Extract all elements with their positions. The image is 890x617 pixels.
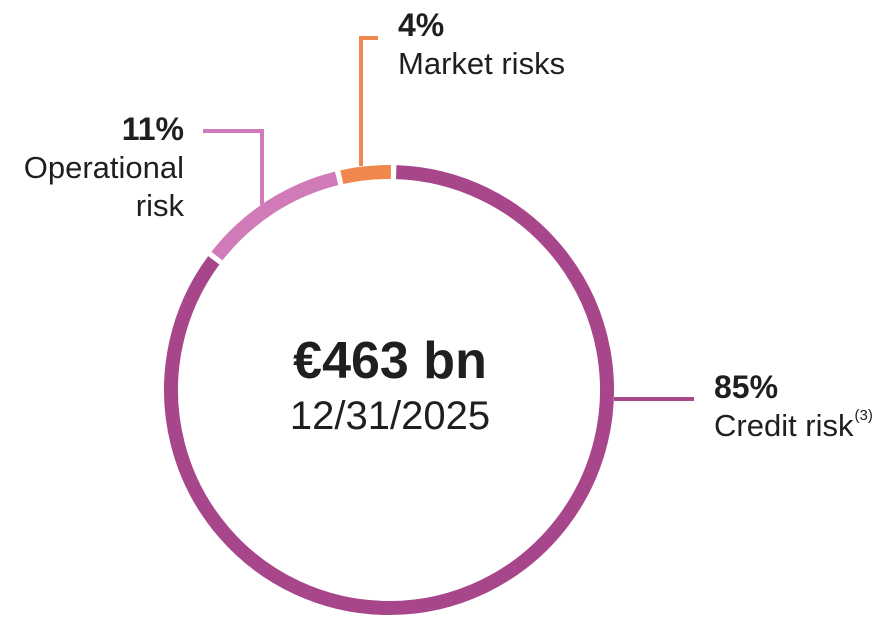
slice-name: Operational risk (23, 150, 184, 223)
slice-value-label: 11% (121, 111, 184, 147)
slice-value-label: 85% (714, 369, 779, 405)
slice-name: Credit risk(3) (714, 407, 873, 445)
chart-center-label: €463 bn 12/31/2025 (240, 332, 540, 440)
label-market-risks: 4% Market risks (398, 6, 565, 83)
leader-line-market-risks (359, 36, 378, 166)
leader-line-operational-risk (203, 129, 264, 205)
slice-value-label: 4% (398, 7, 445, 43)
donut-slice-operational-risk (211, 171, 339, 261)
footnote-marker: (3) (854, 407, 873, 425)
as-of-date: 12/31/2025 (289, 394, 491, 439)
label-credit-risk: 85% Credit risk(3) (714, 368, 873, 445)
donut-slice-market-risks (340, 165, 391, 185)
total-value: €463 bn (293, 332, 487, 390)
donut-slice-credit-risk (164, 165, 614, 615)
slice-name: Market risks (398, 46, 566, 82)
slice-name-text: Credit risk (714, 408, 854, 444)
label-operational-risk: 11% Operational risk (4, 110, 184, 225)
